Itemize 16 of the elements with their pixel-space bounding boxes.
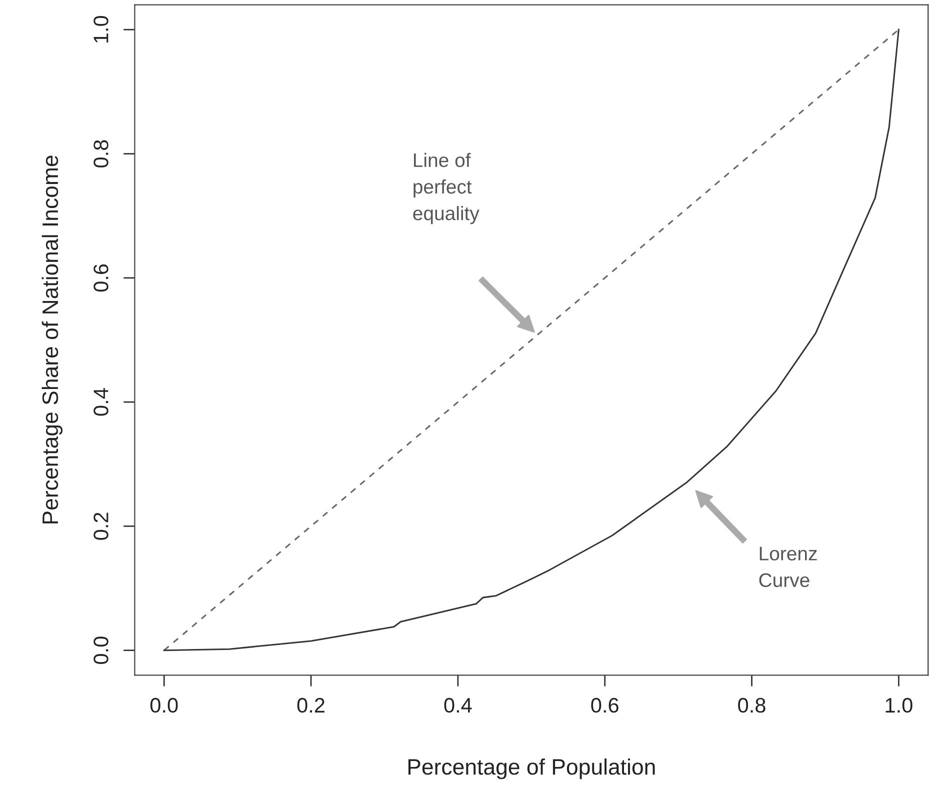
y-axis-title: Percentage Share of National Income <box>42 156 63 524</box>
x-tick-label: 0.8 <box>738 698 766 713</box>
x-tick-label: 0.0 <box>150 698 178 713</box>
x-tick-label: 0.6 <box>591 698 618 713</box>
y-tick-label: 0.6 <box>94 264 108 292</box>
y-tick-label: 0.4 <box>94 388 108 416</box>
x-tick-label: 0.4 <box>444 698 472 713</box>
x-axis-title: Percentage of Population <box>408 758 655 780</box>
annotation: Lorenz Curve <box>759 546 817 588</box>
y-tick-label: 0.8 <box>94 140 108 168</box>
annotation: Line of perfect equality <box>413 152 480 224</box>
y-tick-label: 0.2 <box>94 512 108 540</box>
y-tick-label: 0.0 <box>94 636 108 664</box>
x-tick-label: 0.2 <box>297 698 324 713</box>
y-tick-label: 1.0 <box>94 16 108 43</box>
x-tick-label: 1.0 <box>886 698 912 713</box>
